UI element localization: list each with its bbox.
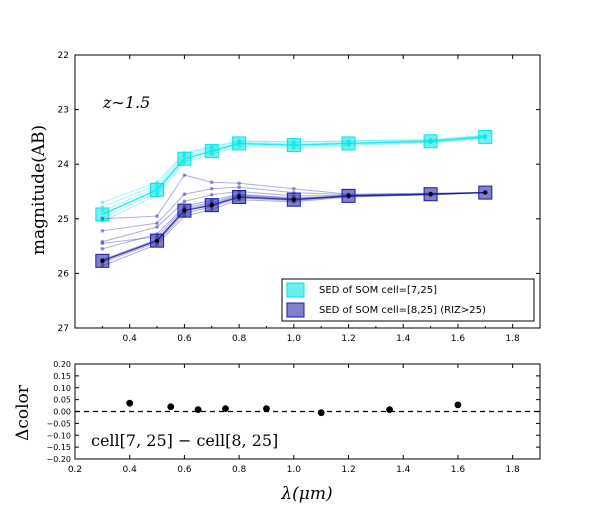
series-dot-1-2 xyxy=(182,208,186,212)
bottom-y-tick-label-7: −0.15 xyxy=(46,443,71,452)
top-y-tick-label-5: 27 xyxy=(58,324,69,334)
member-point-s1-0-4 xyxy=(237,182,241,186)
member-point-s1-1-3 xyxy=(210,187,214,191)
top-y-tick-label-1: 23 xyxy=(58,106,69,116)
bottom-y-tick-label-6: −0.10 xyxy=(46,431,71,440)
series-marker-0-7 xyxy=(424,135,437,148)
top-x-tick-label-7: 1.8 xyxy=(505,334,520,344)
member-point-s0-4-0 xyxy=(101,201,105,205)
top-x-tick-label-2: 0.8 xyxy=(232,334,247,344)
delta-color-point-5 xyxy=(318,409,325,416)
delta-color-point-4 xyxy=(263,405,270,412)
x-axis-label: λ(μm) xyxy=(280,484,332,504)
bottom-panel-axes: 0.2 0.4 0.6 0.8 1.0 1.2 1.4 1.6 1.8 0.20 0.15 0.10 0… xyxy=(46,360,540,475)
top-y-tick-label-0: 22 xyxy=(58,51,69,61)
bottom-y-tick-label-1: 0.15 xyxy=(53,372,71,381)
series-dot-1-5 xyxy=(292,197,296,201)
member-point-s1-0-3 xyxy=(210,180,214,184)
top-x-tick-label-4: 1.2 xyxy=(341,334,355,344)
delta-color-point-2 xyxy=(195,406,202,413)
legend-swatch-navy xyxy=(287,303,304,317)
bottom-y-tick-label-2: 0.10 xyxy=(53,384,71,393)
member-point-s1-2-3 xyxy=(210,193,214,197)
member-point-s1-0-0 xyxy=(101,217,105,221)
redshift-annotation: z∼1.5 xyxy=(102,93,150,112)
bottom-x-tick-label-6: 1.4 xyxy=(396,465,411,475)
top-y-tick-label-2: 24 xyxy=(58,160,70,170)
top-panel-series xyxy=(96,130,492,267)
difference-annotation: cell[7, 25] − cell[8, 25] xyxy=(91,431,278,450)
bottom-x-tick-label-7: 1.6 xyxy=(451,465,466,475)
bottom-y-tick-label-0: 0.20 xyxy=(53,360,71,369)
series-marker-0-4 xyxy=(233,137,246,150)
delta-color-point-1 xyxy=(167,403,174,410)
series-marker-0-1 xyxy=(151,183,164,196)
delta-color-point-3 xyxy=(222,405,229,412)
top-y-tick-label-4: 26 xyxy=(58,269,70,279)
member-point-s1-1-1 xyxy=(155,221,159,225)
member-point-s1-1-0 xyxy=(101,229,105,233)
member-point-s1-0-1 xyxy=(155,214,159,218)
member-point-s1-0-5 xyxy=(292,187,296,191)
bottom-y-tick-label-4: 0.00 xyxy=(53,408,71,417)
delta-color-point-0 xyxy=(126,400,133,407)
member-point-s1-1-2 xyxy=(183,192,187,196)
bottom-x-tick-label-1: 0.4 xyxy=(123,465,138,475)
top-x-tick-label-1: 0.6 xyxy=(177,334,192,344)
series-dot-1-3 xyxy=(210,203,214,207)
bottom-x-tick-label-0: 0.2 xyxy=(68,465,82,475)
member-point-s1-2-2 xyxy=(183,200,187,204)
member-point-s1-2-1 xyxy=(155,225,159,229)
legend-label-cell-8-25: SED of SOM cell=[8,25] (RIZ>25) xyxy=(319,305,486,316)
legend: SED of SOM cell=[7,25] SED of SOM cell=[… xyxy=(282,279,534,321)
bottom-y-tick-label-3: 0.05 xyxy=(53,396,71,405)
delta-color-point-7 xyxy=(455,401,462,408)
top-x-tick-label-6: 1.6 xyxy=(451,334,466,344)
top-y-tick-label-3: 25 xyxy=(58,215,69,225)
bottom-x-tick-label-4: 1.0 xyxy=(287,465,302,475)
bottom-y-tick-label-5: −0.05 xyxy=(46,419,71,428)
series-marker-0-8 xyxy=(479,130,492,143)
legend-label-cell-7-25: SED of SOM cell=[7,25] xyxy=(319,285,437,296)
series-dot-1-8 xyxy=(483,190,487,194)
series-dot-1-1 xyxy=(155,238,159,242)
member-point-s1-0-2 xyxy=(183,173,187,177)
series-marker-0-6 xyxy=(342,137,355,150)
top-x-tick-label-5: 1.4 xyxy=(396,334,411,344)
bottom-y-tick-label-8: −0.20 xyxy=(46,455,71,464)
top-x-tick-label-0: 0.4 xyxy=(123,334,138,344)
series-dot-1-4 xyxy=(237,195,241,199)
bottom-x-tick-label-5: 1.2 xyxy=(341,465,355,475)
bottom-x-tick-label-3: 0.8 xyxy=(232,465,247,475)
series-marker-0-3 xyxy=(205,145,218,158)
series-dot-1-6 xyxy=(346,194,350,198)
bottom-x-tick-label-2: 0.6 xyxy=(177,465,192,475)
member-point-s1-7-0 xyxy=(101,242,105,246)
top-y-axis-label: magnitude(AB) xyxy=(29,125,49,255)
bottom-y-axis-label: Δcolor xyxy=(13,384,33,441)
series-dot-1-0 xyxy=(100,259,104,263)
series-dot-1-7 xyxy=(428,192,432,196)
legend-swatch-cyan xyxy=(287,283,304,297)
series-marker-0-5 xyxy=(287,139,300,152)
bottom-x-tick-label-8: 1.8 xyxy=(505,465,520,475)
bottom-panel-points xyxy=(126,400,461,416)
delta-color-point-6 xyxy=(386,406,393,413)
member-point-s1-3-0 xyxy=(101,247,105,251)
member-point-s1-1-4 xyxy=(237,185,241,189)
series-marker-0-2 xyxy=(178,152,191,165)
top-x-tick-label-3: 1.0 xyxy=(287,334,302,344)
